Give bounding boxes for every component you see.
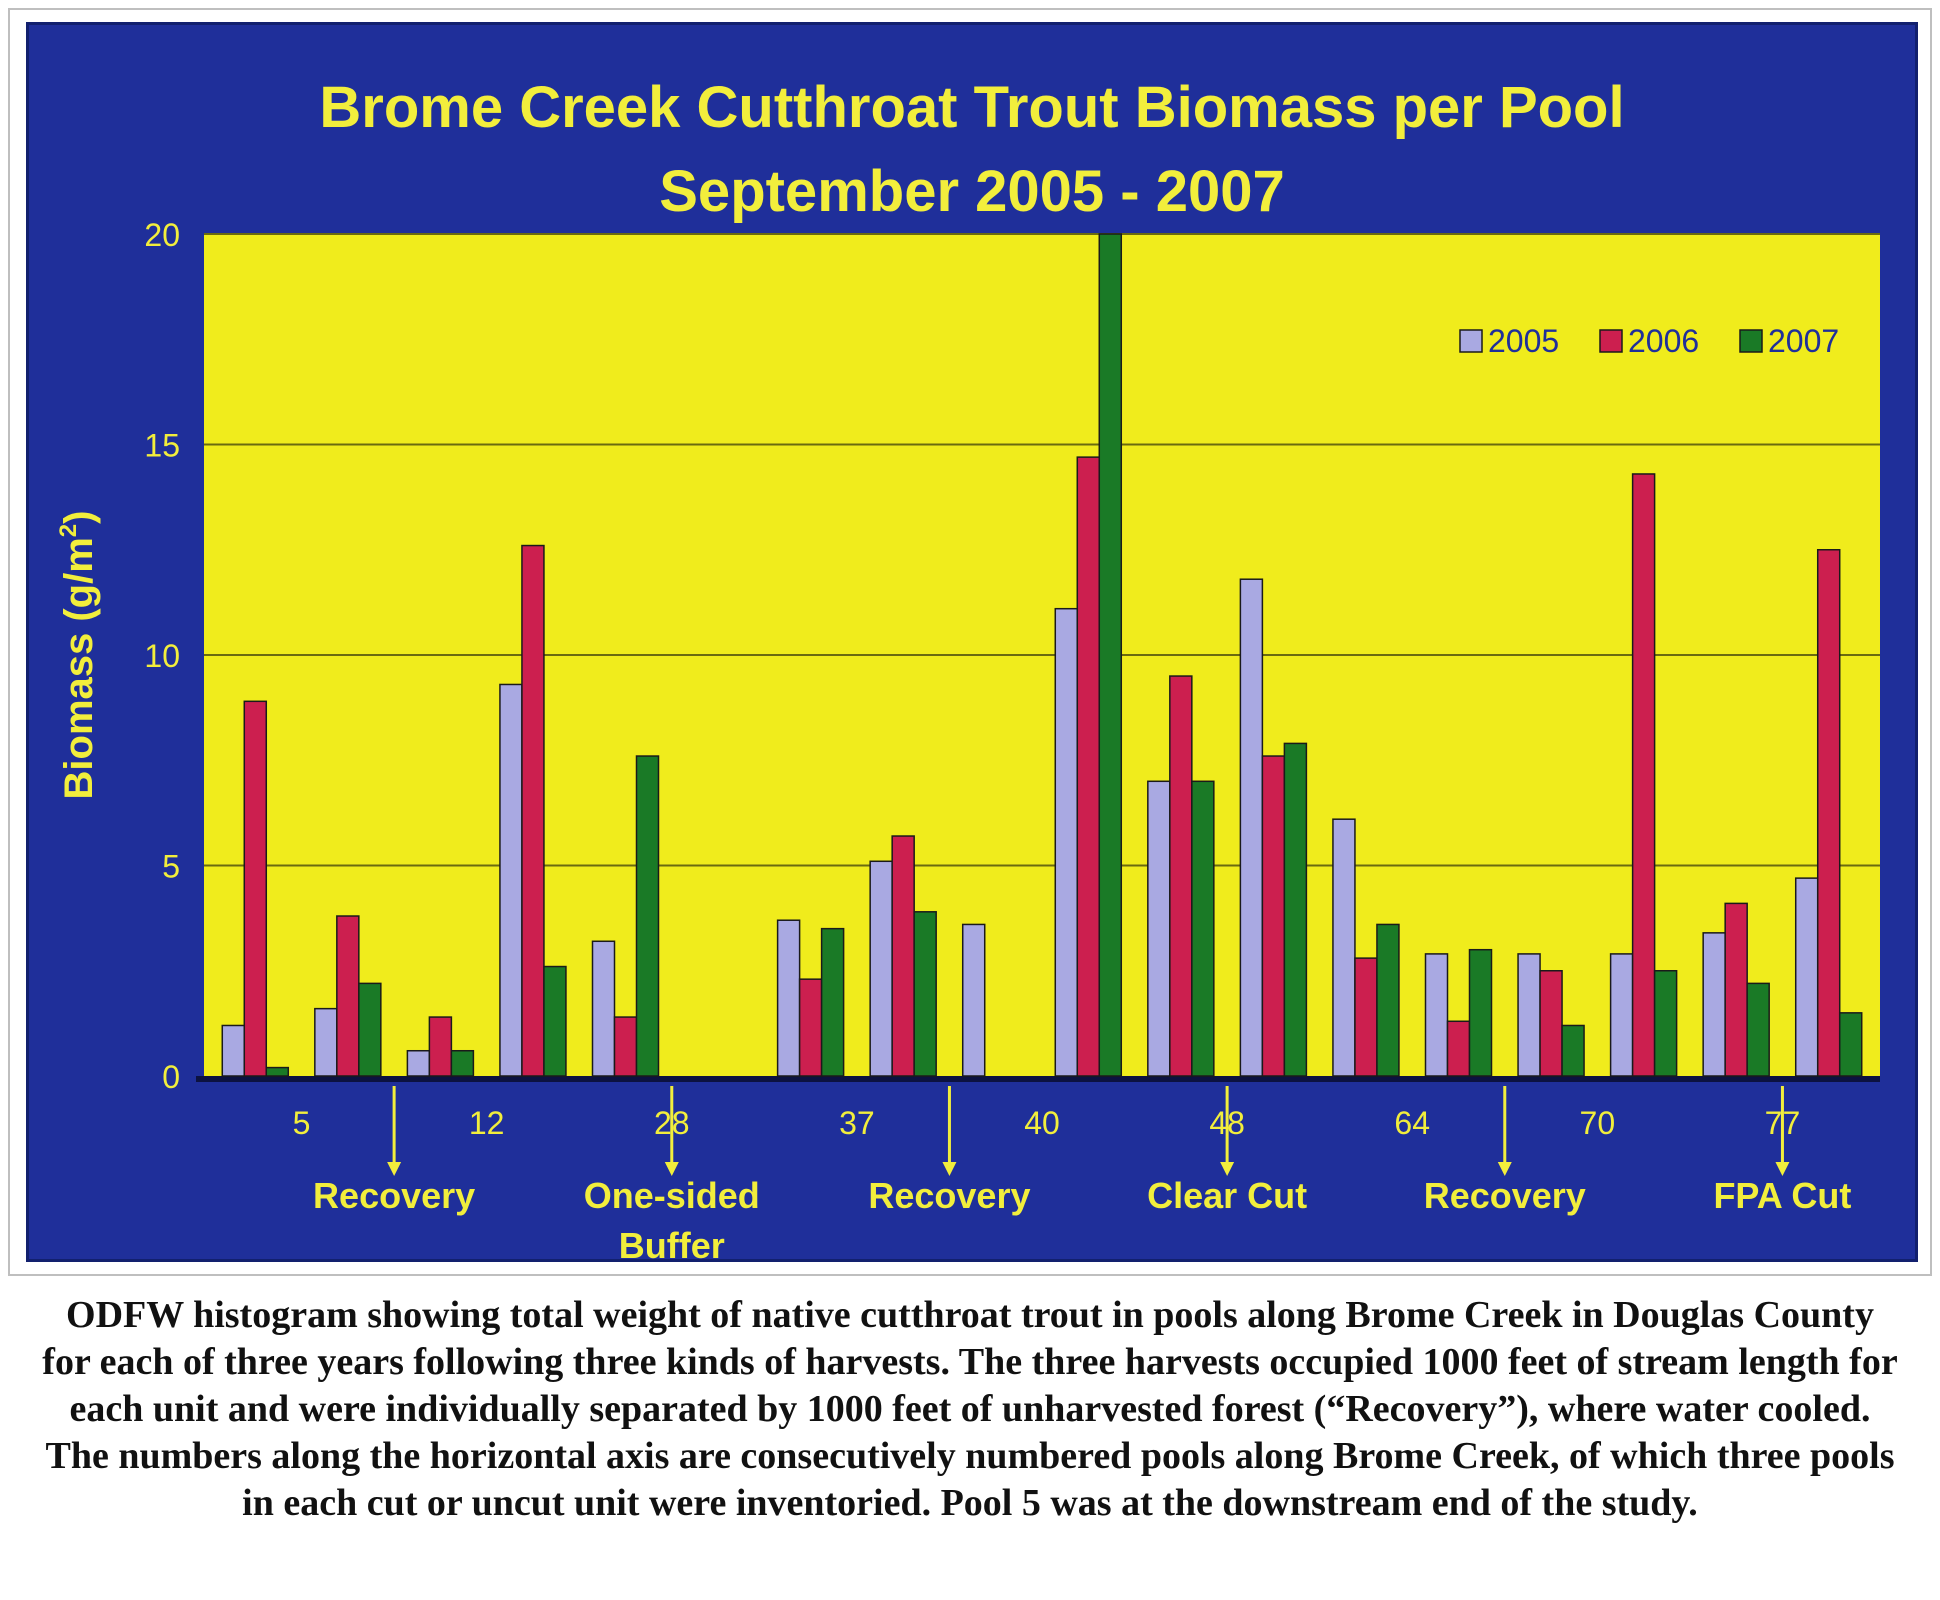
- bar-2006: [1076, 456, 1101, 1077]
- bar-2007: [1283, 742, 1308, 1077]
- reach-label: Clear Cut: [1147, 1175, 1307, 1216]
- chart-title: Brome Creek Cutthroat Trout Biomass per …: [26, 66, 1918, 234]
- y-tick-label: 10: [144, 638, 180, 674]
- bar-2007: [543, 965, 567, 1077]
- y-tick-label: 0: [162, 1059, 180, 1095]
- bar-2007: [1191, 780, 1215, 1077]
- x-tick-label: 70: [1580, 1105, 1616, 1141]
- bar-2006: [336, 915, 360, 1077]
- bar-2006: [428, 1016, 453, 1077]
- chart-title-line-2: September 2005 - 2007: [659, 159, 1285, 224]
- bar-2005: [1332, 818, 1356, 1077]
- x-tick-label: 12: [469, 1105, 505, 1141]
- y-tick-label: 15: [144, 428, 180, 464]
- y-axis-title-text: Biomass (g/m: [57, 537, 101, 799]
- unit-boundary-arrow-head: [1497, 1162, 1512, 1176]
- x-tick-label: 40: [1024, 1105, 1060, 1141]
- bar-2006: [613, 1016, 638, 1077]
- legend-swatch-2006: [1599, 329, 1623, 353]
- bar-2005: [591, 940, 616, 1077]
- bar-2005: [314, 1007, 338, 1077]
- reach-label: Recovery: [313, 1175, 475, 1216]
- bar-2005: [776, 919, 801, 1077]
- y-axis-title-close: ): [57, 511, 101, 524]
- x-tick-label: 64: [1394, 1105, 1430, 1141]
- bar-2005: [406, 1049, 431, 1077]
- unit-boundary-arrow-head: [664, 1162, 679, 1176]
- bar-2006: [1724, 902, 1748, 1077]
- chart-panel: Brome Creek Cutthroat Trout Biomass per …: [26, 22, 1918, 1262]
- bar-2007: [265, 1066, 290, 1077]
- reach-label: FPA Cut: [1713, 1175, 1851, 1216]
- bar-2006: [1631, 473, 1656, 1077]
- bar-2006: [1816, 549, 1841, 1077]
- legend-swatch-2007: [1739, 329, 1763, 353]
- bar-2006: [798, 978, 823, 1077]
- bar-2005: [1147, 780, 1171, 1077]
- x-axis-line: [196, 1076, 1880, 1082]
- unit-boundary-arrow-head: [1775, 1162, 1790, 1176]
- bar-2005: [1424, 953, 1449, 1077]
- bar-2005: [1609, 953, 1634, 1077]
- bar-2006: [1354, 957, 1378, 1077]
- bar-2005: [1702, 932, 1726, 1077]
- bar-2007: [450, 1049, 475, 1077]
- unit-boundary-arrow-head: [1220, 1162, 1235, 1176]
- bar-2007: [635, 755, 660, 1077]
- bar-2005: [1239, 578, 1264, 1077]
- bar-2005: [869, 860, 893, 1077]
- bar-2006: [1169, 675, 1193, 1077]
- x-tick-label: 5: [293, 1105, 311, 1141]
- bar-2005: [221, 1024, 246, 1077]
- y-axis-title-superscript: 2: [55, 524, 82, 537]
- bar-2005: [1517, 953, 1541, 1077]
- bar-2006: [1446, 1020, 1471, 1077]
- bar-2007: [820, 927, 845, 1077]
- bar-2005: [961, 923, 986, 1077]
- bar-2005: [1054, 607, 1079, 1077]
- unit-boundary-arrow-head: [387, 1162, 402, 1176]
- bar-2007: [1376, 923, 1400, 1077]
- bar-2005: [1794, 877, 1819, 1077]
- chart-title-line-1: Brome Creek Cutthroat Trout Biomass per …: [319, 75, 1625, 140]
- bar-2006: [1539, 970, 1563, 1077]
- bar-2005: [499, 683, 523, 1077]
- bar-2007: [1746, 982, 1770, 1077]
- x-tick-label: 37: [839, 1105, 875, 1141]
- reach-label: Buffer: [619, 1225, 725, 1262]
- bar-2006: [1261, 755, 1286, 1077]
- legend-label: 2007: [1768, 323, 1839, 359]
- legend-label: 2006: [1628, 323, 1699, 359]
- bar-2007: [1838, 1012, 1863, 1077]
- figure-caption: ODFW histogram showing total weight of n…: [42, 1294, 1898, 1524]
- reach-label: One-sided: [584, 1175, 760, 1216]
- unit-boundary-arrow-head: [942, 1162, 957, 1176]
- legend-label: 2005: [1488, 323, 1559, 359]
- y-axis-title: Biomass (g/m2): [55, 511, 101, 800]
- bar-2007: [1561, 1024, 1585, 1077]
- bar-2006: [243, 700, 268, 1077]
- legend-swatch-2005: [1459, 329, 1483, 353]
- reach-label: Recovery: [868, 1175, 1030, 1216]
- y-tick-label: 5: [162, 849, 180, 885]
- bar-2007: [1098, 233, 1123, 1077]
- bar-2007: [358, 982, 382, 1077]
- reach-label: Recovery: [1424, 1175, 1586, 1216]
- bar-2006: [521, 544, 545, 1077]
- y-tick-label: 20: [144, 217, 180, 253]
- bar-2007: [1468, 948, 1493, 1077]
- bar-2007: [913, 911, 937, 1077]
- bar-2006: [891, 835, 915, 1077]
- figure-frame: Brome Creek Cutthroat Trout Biomass per …: [8, 8, 1932, 1276]
- bar-2007: [1653, 970, 1678, 1077]
